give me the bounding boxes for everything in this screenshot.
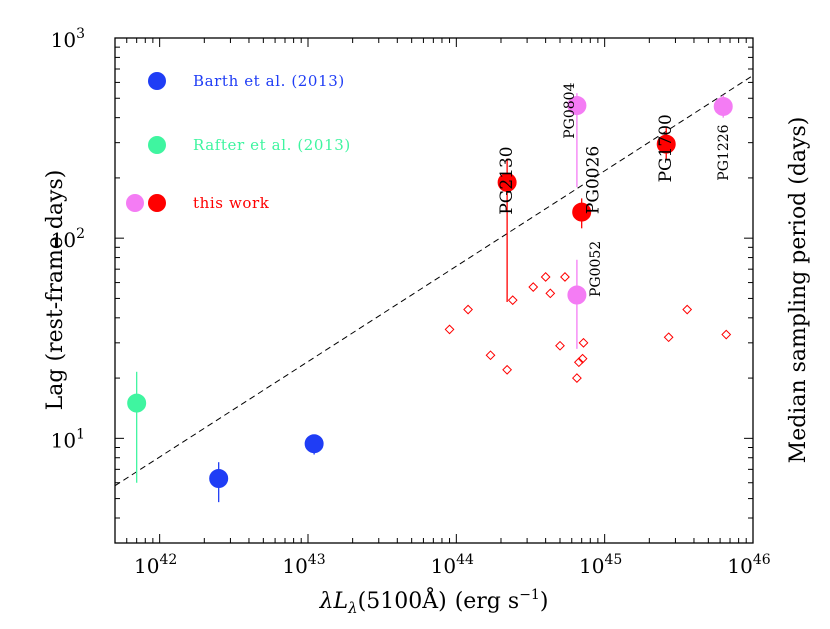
sampling-period-marker <box>721 329 732 340</box>
x-tick-label-base: 10 <box>727 554 752 578</box>
sampling-period-marker <box>507 295 518 306</box>
point-label: PG0026 <box>584 146 604 214</box>
sampling-period-marker <box>502 364 513 375</box>
sampling-period-marker <box>682 304 693 315</box>
data-point <box>209 469 229 489</box>
error-bar-layer <box>136 93 724 503</box>
x-axis-title-units: (erg s <box>455 589 520 614</box>
fit-line-layer <box>114 75 754 487</box>
sampling-period-marker <box>485 350 496 361</box>
point-label-layer: PG2130 PG0026 PG1700 PG0804 PG0052 PG1226 <box>497 82 732 297</box>
sampling-period-marker <box>663 332 674 343</box>
x-axis-title-lambda: λ <box>319 589 334 614</box>
x-tick-label: 1046 <box>727 552 770 578</box>
sampling-period-marker <box>528 282 539 292</box>
x-axis-title-sub: λ <box>347 599 358 617</box>
x-tick-label-base: 10 <box>134 554 159 578</box>
marker-layer <box>127 96 733 489</box>
point-label: PG0804 <box>562 82 578 138</box>
sampling-period-marker <box>573 357 584 368</box>
point-label: PG1700 <box>656 114 676 182</box>
data-point <box>127 393 147 413</box>
y-tick-label-base: 10 <box>51 428 76 452</box>
x-tick-label: 1043 <box>282 552 325 578</box>
legend-marker <box>148 136 166 154</box>
y-axis-title: Lag (rest-frame days) <box>43 170 68 411</box>
sampling-period-marker <box>572 373 582 383</box>
y-tick-label-exp: 3 <box>76 26 85 42</box>
data-point <box>572 202 592 222</box>
sampling-period-marker <box>463 304 473 315</box>
sampling-period-marker <box>555 340 565 351</box>
sampling-period-marker <box>444 324 455 335</box>
legend-label: Barth et al. (2013) <box>193 72 345 90</box>
fit-line <box>114 75 754 487</box>
x-tick-label-base: 10 <box>579 554 604 578</box>
data-point <box>656 134 676 154</box>
y-tick-label: 101 <box>51 426 85 452</box>
x-axis-title-L: L <box>333 589 349 614</box>
legend-marker <box>126 194 144 212</box>
x-tick-label-base: 10 <box>282 554 307 578</box>
plot-frame <box>114 37 754 544</box>
sampling-period-marker <box>578 337 589 348</box>
data-point <box>497 172 517 192</box>
legend-marker <box>148 194 166 212</box>
sampling-period-marker <box>545 288 556 299</box>
x-axis-title-paren: (5100Å) <box>358 586 447 614</box>
x-tick-label: 1042 <box>134 552 177 578</box>
point-label: PG1226 <box>716 124 732 180</box>
y-tick-label-base: 10 <box>51 228 76 252</box>
x-tick-label: 1044 <box>431 552 474 578</box>
y-tick-label-exp: 2 <box>76 226 85 242</box>
x-tick-label-exp: 44 <box>456 552 474 568</box>
legend-label: Rafter et al. (2013) <box>193 136 351 154</box>
x-tick-label-exp: 46 <box>753 552 771 568</box>
data-point <box>567 285 587 305</box>
y-tick-label-base: 10 <box>51 28 76 52</box>
x-tick-label-base: 10 <box>431 554 456 578</box>
x-axis-title-close: ) <box>540 589 549 614</box>
y-tick-label-exp: 1 <box>76 426 85 442</box>
x-tick-label-exp: 43 <box>308 552 326 568</box>
data-point <box>713 96 733 116</box>
point-label: PG2130 <box>497 146 517 214</box>
x-axis-title: λLλ(5100Å) (erg s−1) <box>319 586 549 617</box>
x-tick-label-exp: 45 <box>604 552 622 568</box>
point-label: PG0052 <box>588 241 604 297</box>
data-point <box>567 96 587 116</box>
sampling-period-marker <box>577 353 588 364</box>
x-axis-title-exp: −1 <box>519 587 540 603</box>
legend: Barth et al. (2013) Rafter et al. (2013) t… <box>126 72 351 212</box>
legend-label: this work <box>193 194 270 212</box>
y-axis-right-title: Median sampling period (days) <box>786 117 811 464</box>
sampling-period-marker <box>540 272 551 282</box>
x-tick-label-exp: 42 <box>159 552 177 568</box>
y-tick-label: 102 <box>51 226 85 252</box>
x-tick-label: 1045 <box>579 552 622 578</box>
y-tick-label: 103 <box>51 26 85 52</box>
sampling-period-marker <box>560 272 570 282</box>
legend-marker <box>148 72 166 90</box>
data-point <box>304 434 324 454</box>
